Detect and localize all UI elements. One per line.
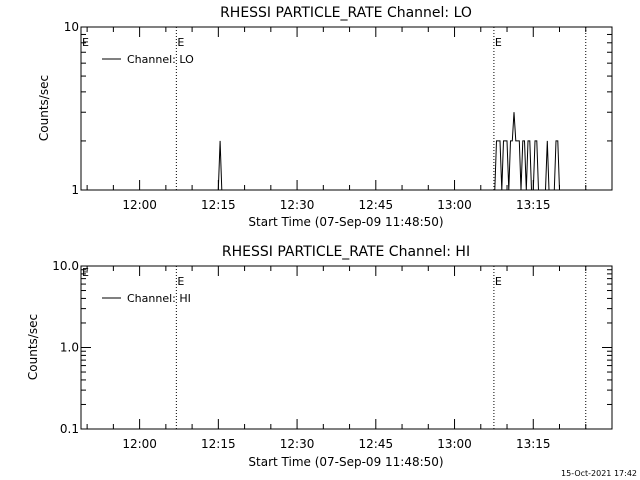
event-marker-label: E [495, 36, 502, 49]
chart-title: RHESSI PARTICLE_RATE Channel: HI [222, 244, 470, 260]
footer-timestamp: 15-Oct-2021 17:42 [561, 469, 637, 478]
x-tick-label: 12:45 [359, 198, 394, 212]
chart-panel-lo: RHESSI PARTICLE_RATE Channel: LO Counts/… [37, 5, 613, 229]
x-tick-label: 12:30 [280, 437, 315, 451]
y-tick-label: 0.1 [60, 422, 79, 436]
plot-frame [80, 265, 613, 430]
event-marker-label: E [495, 275, 502, 288]
event-marker-label: E [177, 36, 184, 49]
event-marker-label: E [177, 275, 184, 288]
y-tick-label: 10 [64, 20, 79, 34]
x-tick-label: 13:15 [516, 198, 551, 212]
y-ticks: 0.1 1.0 10.0 [52, 259, 612, 436]
legend: Channel: LO [102, 53, 194, 66]
x-axis-label: Start Time (07-Sep-09 11:48:50) [248, 215, 443, 229]
chart-panel-hi: RHESSI PARTICLE_RATE Channel: HI Counts/… [26, 244, 613, 469]
legend: Channel: HI [102, 292, 191, 305]
x-tick-label: 12:00 [122, 437, 157, 451]
x-tick-label: 12:15 [201, 437, 236, 451]
y-ticks: 1 10 [64, 20, 612, 197]
x-tick-label: 12:00 [122, 198, 157, 212]
y-tick-label: 1 [71, 183, 79, 197]
series-line-lo [215, 112, 562, 191]
x-tick-label: 12:15 [201, 198, 236, 212]
legend-entry: Channel: HI [127, 292, 191, 305]
y-tick-label: 1.0 [60, 341, 79, 355]
x-ticks: 12:00 12:15 12:30 12:45 13:00 13:15 [86, 266, 613, 451]
x-ticks: 12:00 12:15 12:30 12:45 13:00 13:15 [86, 27, 613, 212]
x-axis-label: Start Time (07-Sep-09 11:48:50) [248, 455, 443, 469]
y-axis-label: Counts/sec [26, 314, 40, 380]
legend-entry: Channel: LO [127, 53, 194, 66]
x-tick-label: 12:30 [280, 198, 315, 212]
plot-frame [80, 26, 613, 191]
edge-marker-label: E [82, 36, 89, 49]
chart-title: RHESSI PARTICLE_RATE Channel: LO [220, 5, 472, 21]
y-tick-label: 10.0 [52, 259, 79, 273]
x-tick-label: 13:00 [437, 198, 472, 212]
x-tick-label: 12:45 [359, 437, 394, 451]
x-tick-label: 13:15 [516, 437, 551, 451]
x-tick-label: 13:00 [437, 437, 472, 451]
edge-marker-label: E [82, 266, 89, 279]
y-axis-label: Counts/sec [37, 75, 51, 141]
